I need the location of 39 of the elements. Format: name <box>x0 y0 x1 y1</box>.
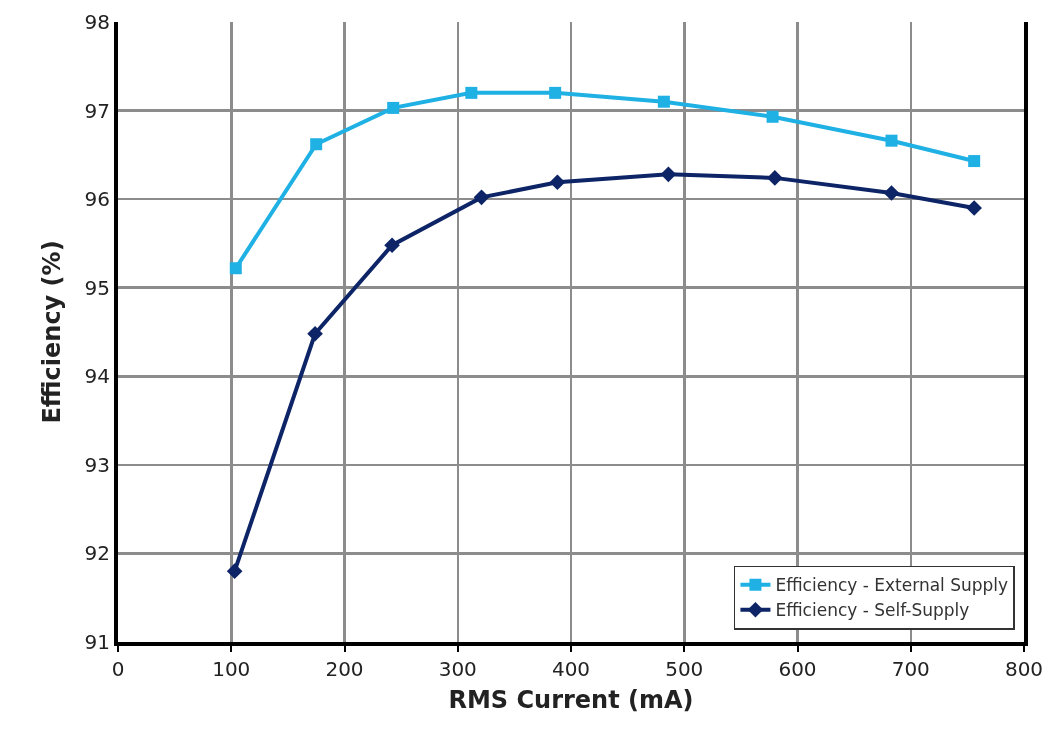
point <box>968 155 981 168</box>
y-tick-label: 98 <box>84 10 110 34</box>
point <box>660 166 677 183</box>
point <box>229 262 242 275</box>
point <box>226 563 243 579</box>
x-tick-label: 200 <box>325 657 364 681</box>
y-tick-label: 95 <box>84 275 110 300</box>
point <box>310 138 323 151</box>
point <box>384 237 400 253</box>
legend-label: Efficiency - External Supply <box>775 575 1009 596</box>
y-tick-label: 93 <box>84 452 110 477</box>
x-tick-label: 100 <box>212 657 251 681</box>
point <box>766 110 779 123</box>
x-tick-label: 0 <box>111 657 125 681</box>
point <box>473 189 490 206</box>
point <box>549 86 562 99</box>
y-tick-label: 94 <box>84 364 110 389</box>
point <box>657 95 670 108</box>
point <box>549 174 566 191</box>
x-tick-label: 600 <box>778 657 817 681</box>
x-axis-title: RMS Current (mA) <box>448 685 694 714</box>
y-tick-label: 91 <box>84 630 110 654</box>
point <box>966 200 982 216</box>
x-tick-label: 400 <box>551 657 591 681</box>
y-tick-label: 97 <box>84 98 110 123</box>
point <box>387 101 400 114</box>
point <box>883 185 900 201</box>
y-tick-label: 96 <box>84 187 110 212</box>
legend-label: Efficiency - Self-Supply <box>775 600 970 621</box>
x-tick-label: 800 <box>1004 657 1044 681</box>
x-tick-label: 500 <box>665 657 704 681</box>
point <box>465 86 478 99</box>
y-axis-title: Efficiency (%) <box>38 240 67 424</box>
point <box>767 170 783 186</box>
x-tick-label: 700 <box>891 657 930 681</box>
point <box>307 325 323 342</box>
y-tick-label: 92 <box>84 541 110 566</box>
x-tick-label: 300 <box>438 657 477 681</box>
point <box>885 134 898 147</box>
